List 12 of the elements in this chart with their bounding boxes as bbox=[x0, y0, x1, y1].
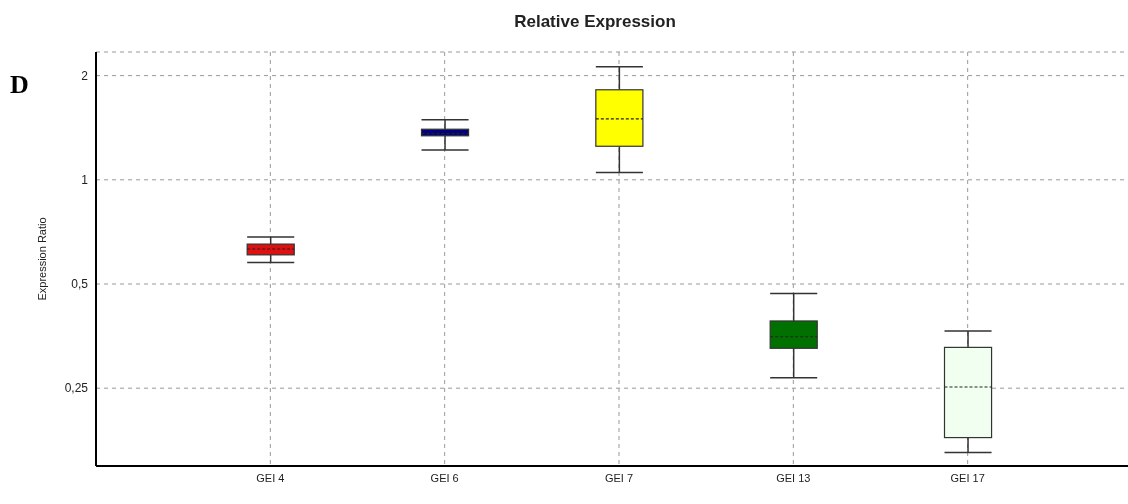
y-tick-label: 0,25 bbox=[64, 381, 89, 396]
y-tick-label: 0,5 bbox=[71, 277, 89, 292]
y-tick-label: 1 bbox=[81, 173, 89, 188]
x-tick-label: GEI 13 bbox=[776, 471, 811, 484]
x-tick-label: GEI 4 bbox=[256, 471, 285, 484]
y-axis-title: Expression Ratio bbox=[35, 217, 48, 301]
x-tick-label: GEI 6 bbox=[430, 471, 459, 484]
chart-title: Relative Expression bbox=[513, 12, 677, 32]
x-tick-label: GEI 7 bbox=[604, 471, 634, 484]
x-tick-label: GEI 17 bbox=[950, 471, 985, 484]
y-tick-label: 2 bbox=[81, 68, 89, 83]
text: D bbox=[10, 70, 29, 100]
